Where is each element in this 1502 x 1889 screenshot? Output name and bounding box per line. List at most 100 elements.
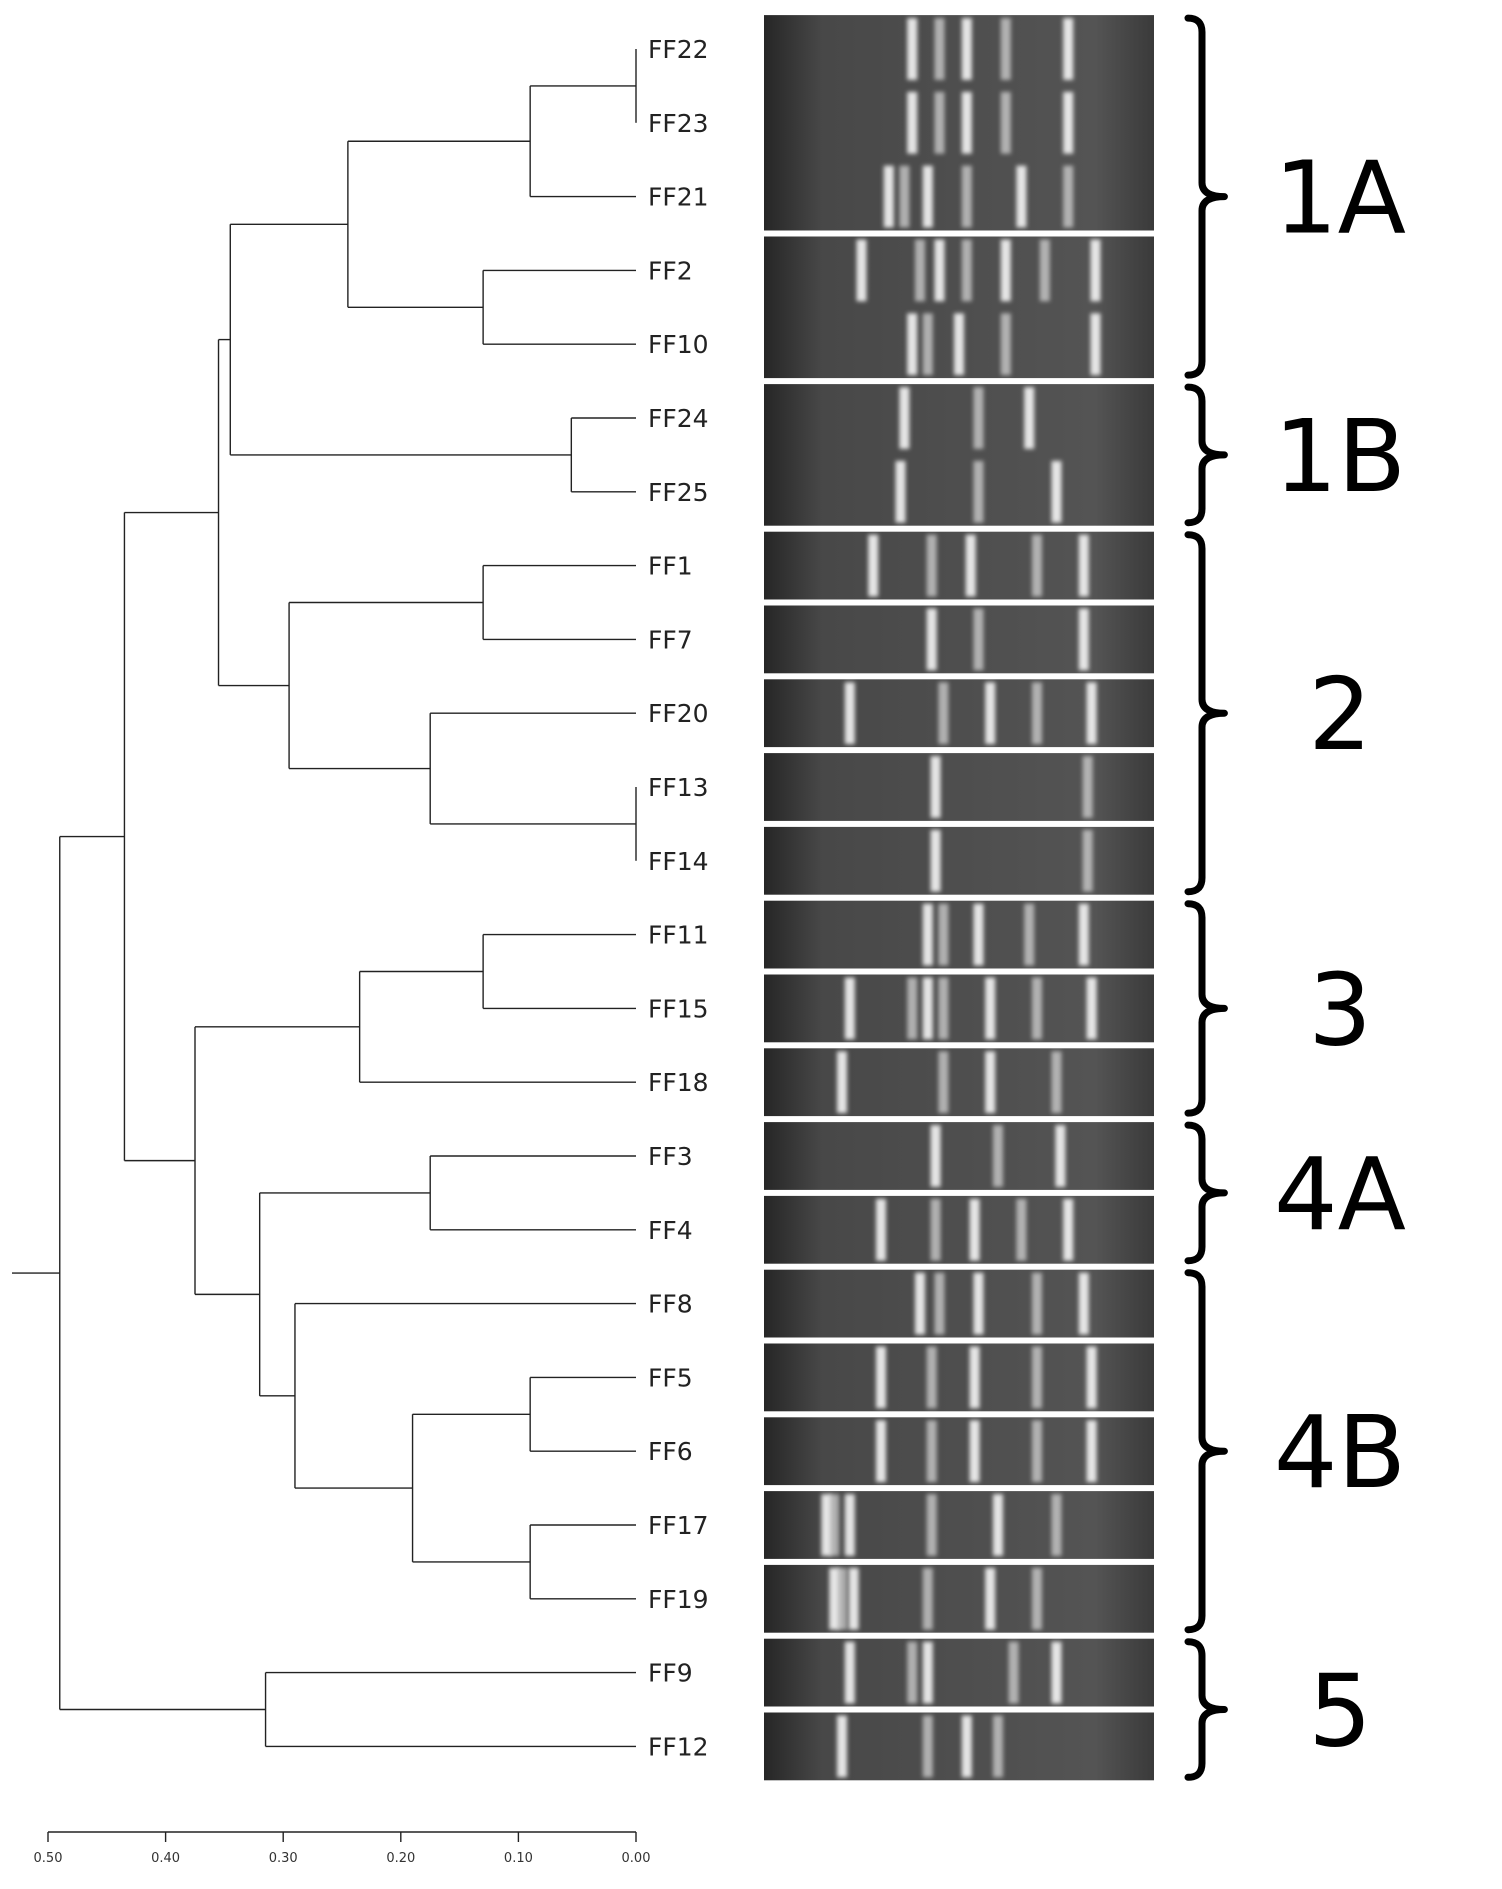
gel-band (993, 1715, 1003, 1778)
gel-band (1000, 239, 1011, 302)
gel-band (895, 460, 906, 523)
gel-band (969, 1198, 980, 1261)
gel-block (764, 15, 1154, 231)
gel-band (844, 977, 855, 1040)
gel-band (973, 1272, 984, 1335)
gel-band (837, 1715, 847, 1778)
gel-band (1039, 239, 1050, 302)
leaf-label-ff10: FF10 (648, 330, 709, 359)
gel-band (922, 1715, 933, 1778)
gel-band (930, 1125, 941, 1187)
gel-band (1000, 18, 1011, 80)
group-brace-1a (1184, 14, 1228, 379)
gel-band (1000, 91, 1011, 154)
gel-band (1055, 1125, 1066, 1187)
gel-band (934, 239, 945, 302)
gel-band (844, 1641, 855, 1704)
gel-band (1032, 1420, 1042, 1483)
gel-band (1032, 1346, 1042, 1409)
gel-band (930, 1198, 941, 1261)
gel-band (1078, 608, 1089, 671)
scale-tick-label: 0.40 (151, 1851, 180, 1866)
gel-band (934, 18, 945, 80)
leaf-label-ff18: FF18 (648, 1068, 709, 1097)
gel-band (907, 313, 918, 376)
gel-band (926, 1494, 937, 1556)
gel-band (876, 1420, 886, 1483)
gel-lanes (764, 15, 1154, 1781)
gel-band (1082, 756, 1093, 818)
gel-band (876, 1346, 886, 1409)
group-label-5: 5 (1308, 1653, 1372, 1770)
leaf-label-ff24: FF24 (648, 404, 709, 433)
gel-band (1086, 682, 1097, 745)
gel-band (1086, 1346, 1097, 1409)
gel-band (922, 977, 933, 1040)
leaf-label-ff4: FF4 (648, 1216, 693, 1245)
gel-band (926, 534, 937, 597)
gel-band (829, 1567, 840, 1630)
gel-band (938, 977, 949, 1040)
group-brace-2 (1184, 531, 1228, 896)
gel-band (993, 1494, 1003, 1556)
gel-band (1090, 239, 1101, 302)
gel-band (837, 1051, 847, 1114)
leaf-label-ff25: FF25 (648, 478, 709, 507)
leaf-label-ff9: FF9 (648, 1659, 693, 1688)
gel-band (848, 1567, 859, 1630)
gel-band (926, 608, 937, 671)
gel-band (922, 165, 933, 228)
gel-block (764, 1638, 1154, 1707)
gel-band (1051, 460, 1062, 523)
dendrogram (12, 49, 637, 1748)
gel-band (1032, 534, 1042, 597)
gel-band (907, 977, 918, 1040)
group-label-2: 2 (1308, 656, 1372, 773)
gel-band (1078, 903, 1089, 966)
scale-tick-label: 0.50 (34, 1851, 63, 1866)
gel-band (961, 239, 972, 302)
scale-tick-label: 0.00 (622, 1851, 651, 1866)
gel-band (1024, 387, 1035, 449)
gel-band (965, 534, 976, 597)
gel-band (985, 1051, 996, 1114)
gel-band (907, 1641, 918, 1704)
gel-band (1063, 91, 1074, 154)
group-brace-3 (1184, 900, 1228, 1117)
gel-band (930, 756, 941, 818)
leaf-label-ff21: FF21 (648, 183, 709, 212)
gel-band (934, 91, 945, 154)
gel-band (1032, 1567, 1042, 1630)
gel-band (973, 460, 984, 523)
gel-band (844, 1494, 855, 1556)
gel-band (1078, 534, 1089, 597)
gel-band (961, 1715, 972, 1778)
gel-block (764, 753, 1154, 821)
gel-band (973, 387, 984, 449)
gel-band (938, 682, 949, 745)
gel-band (922, 903, 933, 966)
gel-band (907, 18, 918, 80)
leaf-label-ff7: FF7 (648, 625, 693, 654)
gel-band (954, 313, 964, 376)
group-label-4a: 4A (1274, 1136, 1406, 1253)
gel-band (907, 91, 918, 154)
scale-tick-label: 0.10 (504, 1851, 533, 1866)
leaf-label-ff20: FF20 (648, 699, 709, 728)
gel-band (1016, 165, 1027, 228)
gel-band (961, 18, 972, 80)
gel-band (934, 1272, 945, 1335)
gel-band (915, 1272, 925, 1335)
gel-band (1051, 1494, 1062, 1556)
group-brace-4b (1184, 1269, 1228, 1634)
gel-band (985, 1567, 996, 1630)
leaf-label-ff13: FF13 (648, 773, 709, 802)
gel-band (1000, 313, 1011, 376)
group-label-4b: 4B (1274, 1394, 1406, 1511)
gel-band (844, 682, 855, 745)
gel-block (764, 1048, 1154, 1117)
gel-band (985, 682, 996, 745)
leaf-label-ff2: FF2 (648, 256, 693, 285)
gel-band (899, 387, 910, 449)
